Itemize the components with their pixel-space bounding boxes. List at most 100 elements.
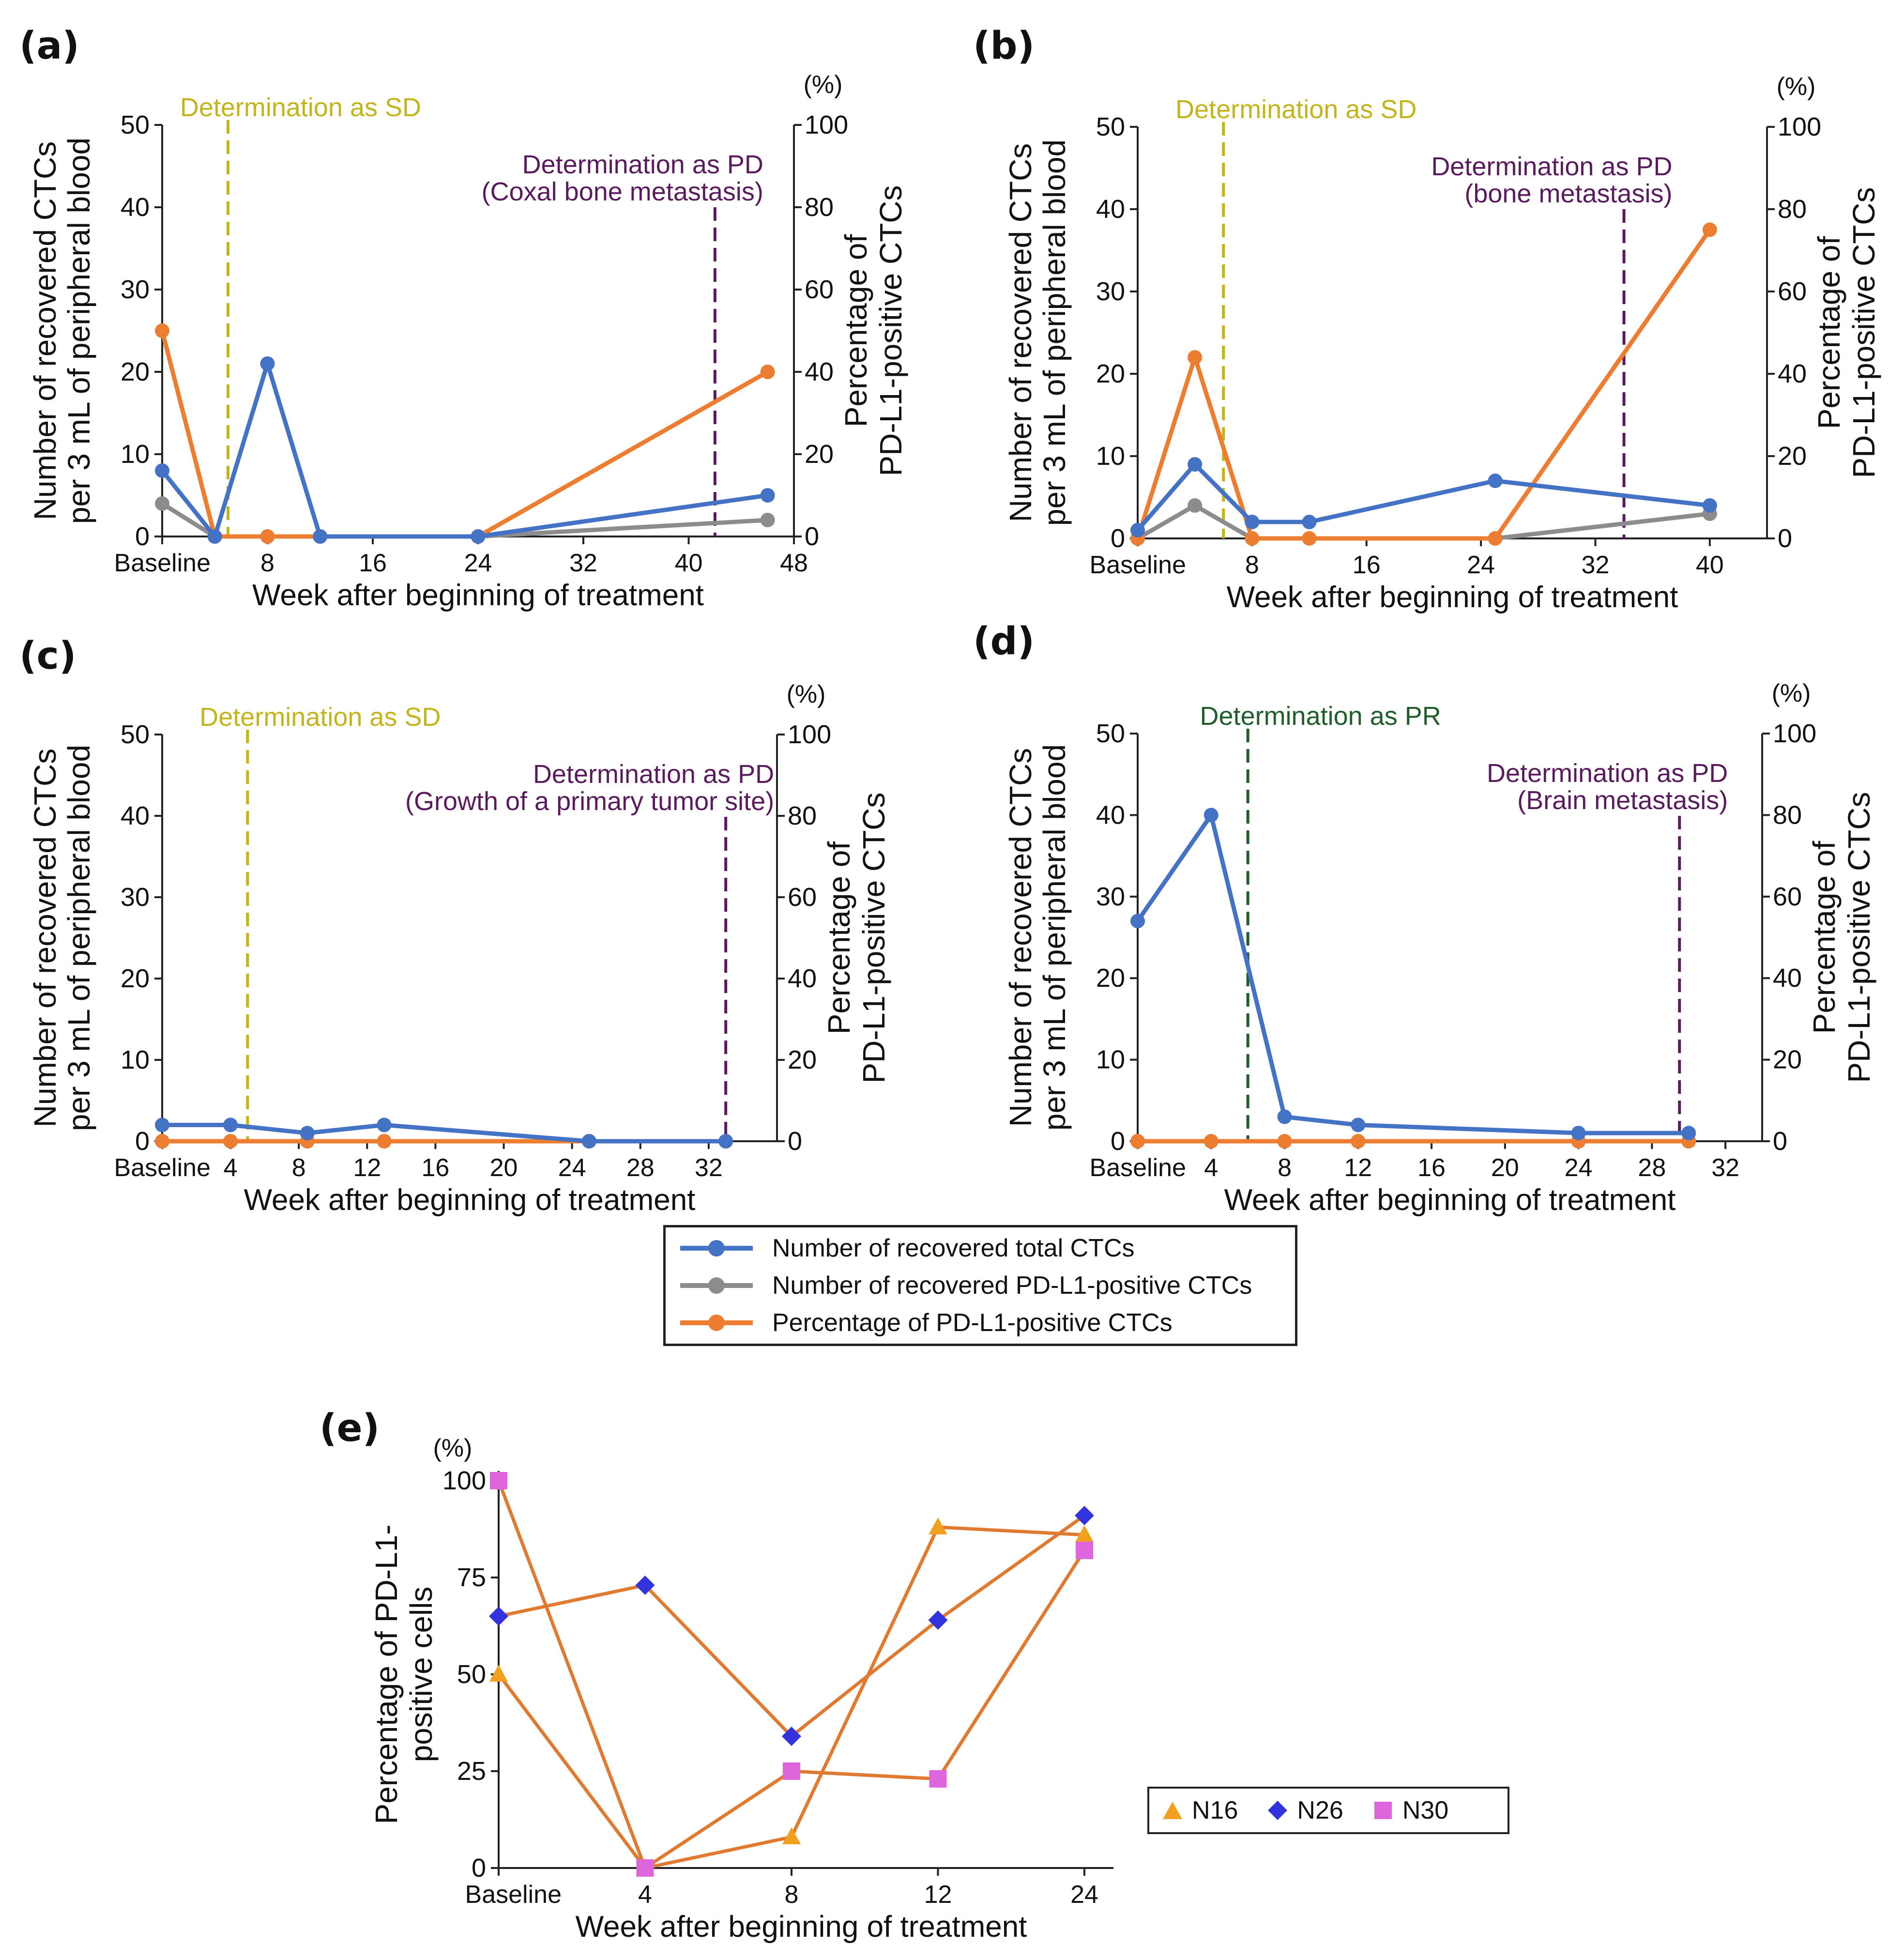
x-tick-label: 24 xyxy=(1565,1154,1593,1182)
x-tick-label: 32 xyxy=(1582,551,1610,579)
x-tick-label: 8 xyxy=(1278,1154,1292,1182)
x-tick-label: 24 xyxy=(1467,551,1495,579)
diamond-marker-icon xyxy=(1268,1801,1288,1820)
legend-label-total: Number of recovered total CTCs xyxy=(772,1234,1135,1262)
data-point-pdl1 xyxy=(155,496,169,511)
legend-swatch-total xyxy=(680,1240,753,1256)
panel-label-a: (a) xyxy=(19,24,79,68)
y2-tick-label: 80 xyxy=(805,193,834,222)
data-point-total xyxy=(1351,1118,1366,1133)
y-axis-label: Percentage of PD-L1-positive cells xyxy=(369,1525,439,1824)
legend-swatch-pct xyxy=(680,1315,753,1331)
panel-label-e: (e) xyxy=(320,1407,380,1450)
x-axis-label: Week after beginning of treatment xyxy=(1224,1183,1676,1217)
y-tick-label: 100 xyxy=(442,1466,486,1495)
data-point-total xyxy=(1302,515,1317,529)
x-tick-label: 24 xyxy=(558,1154,586,1182)
y-tick-label: 0 xyxy=(1111,1127,1125,1156)
legend-e-label-n30: N30 xyxy=(1402,1796,1449,1824)
data-point-pdl1 xyxy=(1188,498,1203,513)
data-point-total xyxy=(223,1118,238,1133)
y-tick-label: 20 xyxy=(121,357,150,386)
data-point-n30 xyxy=(783,1762,800,1780)
y-tick-label: 25 xyxy=(457,1757,486,1786)
legend-e-item-n16: N16 xyxy=(1162,1796,1238,1825)
chart-c: 0 10 20 30 40 50 0 20 40 60 80 100 (%) Baseline 4 8 12 16… xyxy=(28,680,891,1217)
annotation-pd-line: (Brain metastasis) xyxy=(1517,786,1728,815)
y2-tick-label: 0 xyxy=(1778,524,1792,553)
x-tick-label: 4 xyxy=(638,1881,652,1909)
y-tick-label: 20 xyxy=(121,964,150,993)
y-axis-label: Number of recovered CTCsper 3 mL of peri… xyxy=(1003,139,1072,526)
y2-axis-label-line: Percentage of xyxy=(1812,236,1846,429)
series-line-pct xyxy=(160,330,769,539)
x-tick-label: 16 xyxy=(1353,551,1381,579)
y2-tick-label: 80 xyxy=(788,801,817,830)
legend-ctc: Number of recovered total CTCs Number of… xyxy=(663,1225,1297,1346)
data-point-total xyxy=(471,529,486,544)
x-axis-label: Week after beginning of treatment xyxy=(252,579,704,612)
y-axis-label-line: Number of recovered CTCs xyxy=(28,749,62,1127)
chart-a: 0 10 20 30 40 50 0 20 40 60 80 100 (%) Baseline 8 16 24 3… xyxy=(28,71,908,612)
data-point-n26 xyxy=(782,1727,801,1746)
x-tick-label: 8 xyxy=(785,1881,799,1909)
data-point-total xyxy=(760,488,775,503)
x-tick-label: Baseline xyxy=(114,549,211,577)
y2-tick-label: 60 xyxy=(788,883,817,912)
legend-e-label-n16: N16 xyxy=(1192,1796,1238,1824)
y2-tick-label: 40 xyxy=(788,964,817,993)
legend-item-total: Number of recovered total CTCs xyxy=(680,1231,1135,1265)
x-tick-label: 4 xyxy=(1204,1154,1218,1182)
legend-swatch-pdl1 xyxy=(680,1277,753,1294)
y-tick-label: 10 xyxy=(121,1045,150,1074)
legend-item-pct: Percentage of PD-L1-positive CTCs xyxy=(680,1306,1173,1340)
x-tick-label: 24 xyxy=(1070,1881,1098,1909)
square-marker-icon xyxy=(1374,1802,1392,1819)
annotation-pd-line: Determination as PD xyxy=(522,150,763,179)
data-point-n26 xyxy=(489,1607,508,1626)
legend-e-label-n26: N26 xyxy=(1297,1796,1343,1824)
x-tick-label: 28 xyxy=(626,1154,655,1182)
y-axis-label-line: per 3 mL of peripheral blood xyxy=(1037,744,1072,1131)
y-tick-label: 0 xyxy=(135,522,150,551)
series-line-n26 xyxy=(498,1514,1086,1738)
y2-axis-label: Percentage ofPD-L1-positive CTCs xyxy=(822,792,891,1083)
data-point-total xyxy=(1245,515,1260,529)
x-tick-label: 16 xyxy=(1417,1154,1446,1182)
x-tick-label: 12 xyxy=(1344,1154,1372,1182)
y-tick-label: 30 xyxy=(1096,277,1125,306)
chart-d: 0 10 20 30 40 50 0 20 40 60 80 100 (%) Baseline 4 8 12 16… xyxy=(1003,679,1876,1217)
data-point-pct xyxy=(1277,1134,1292,1148)
x-tick-label: 48 xyxy=(780,549,808,577)
x-axis-label: Week after beginning of treatment xyxy=(576,1910,1027,1944)
x-tick-label: 12 xyxy=(353,1154,381,1182)
data-point-total xyxy=(260,356,275,371)
y2-tick-label: 60 xyxy=(1778,277,1807,306)
data-point-pct xyxy=(1245,531,1260,546)
y-tick-label: 50 xyxy=(121,720,150,749)
y2-tick-label: 100 xyxy=(1773,719,1816,748)
data-point-pct xyxy=(1488,531,1503,546)
y-tick-label: 50 xyxy=(121,110,150,139)
legend-label-pdl1: Number of recovered PD-L1-positive CTCs xyxy=(772,1271,1252,1300)
y-tick-label: 20 xyxy=(1096,964,1125,993)
y2-tick-label: 40 xyxy=(1778,359,1807,388)
y2-tick-label: 100 xyxy=(788,720,831,749)
data-point-total xyxy=(207,529,222,544)
x-tick-label: 20 xyxy=(490,1154,518,1182)
data-point-pct xyxy=(260,529,275,544)
annotation-pd-line: Determination as PD xyxy=(1431,152,1672,181)
data-point-total xyxy=(1277,1109,1292,1124)
y-axis-label-line: per 3 mL of peripheral blood xyxy=(61,745,96,1131)
y2-unit-label: (%) xyxy=(804,71,843,99)
y-tick-label: 75 xyxy=(457,1563,486,1592)
data-point-n26 xyxy=(928,1610,948,1630)
y-tick-label: 40 xyxy=(121,193,150,222)
data-point-n16 xyxy=(782,1827,801,1844)
data-point-pct xyxy=(377,1134,392,1148)
y2-tick-label: 100 xyxy=(805,110,848,139)
data-point-total xyxy=(581,1134,596,1148)
y2-tick-label: 80 xyxy=(1778,195,1807,224)
y2-axis-label-line: PD-L1-positive CTCs xyxy=(856,792,891,1083)
y-tick-label: 10 xyxy=(121,440,150,469)
